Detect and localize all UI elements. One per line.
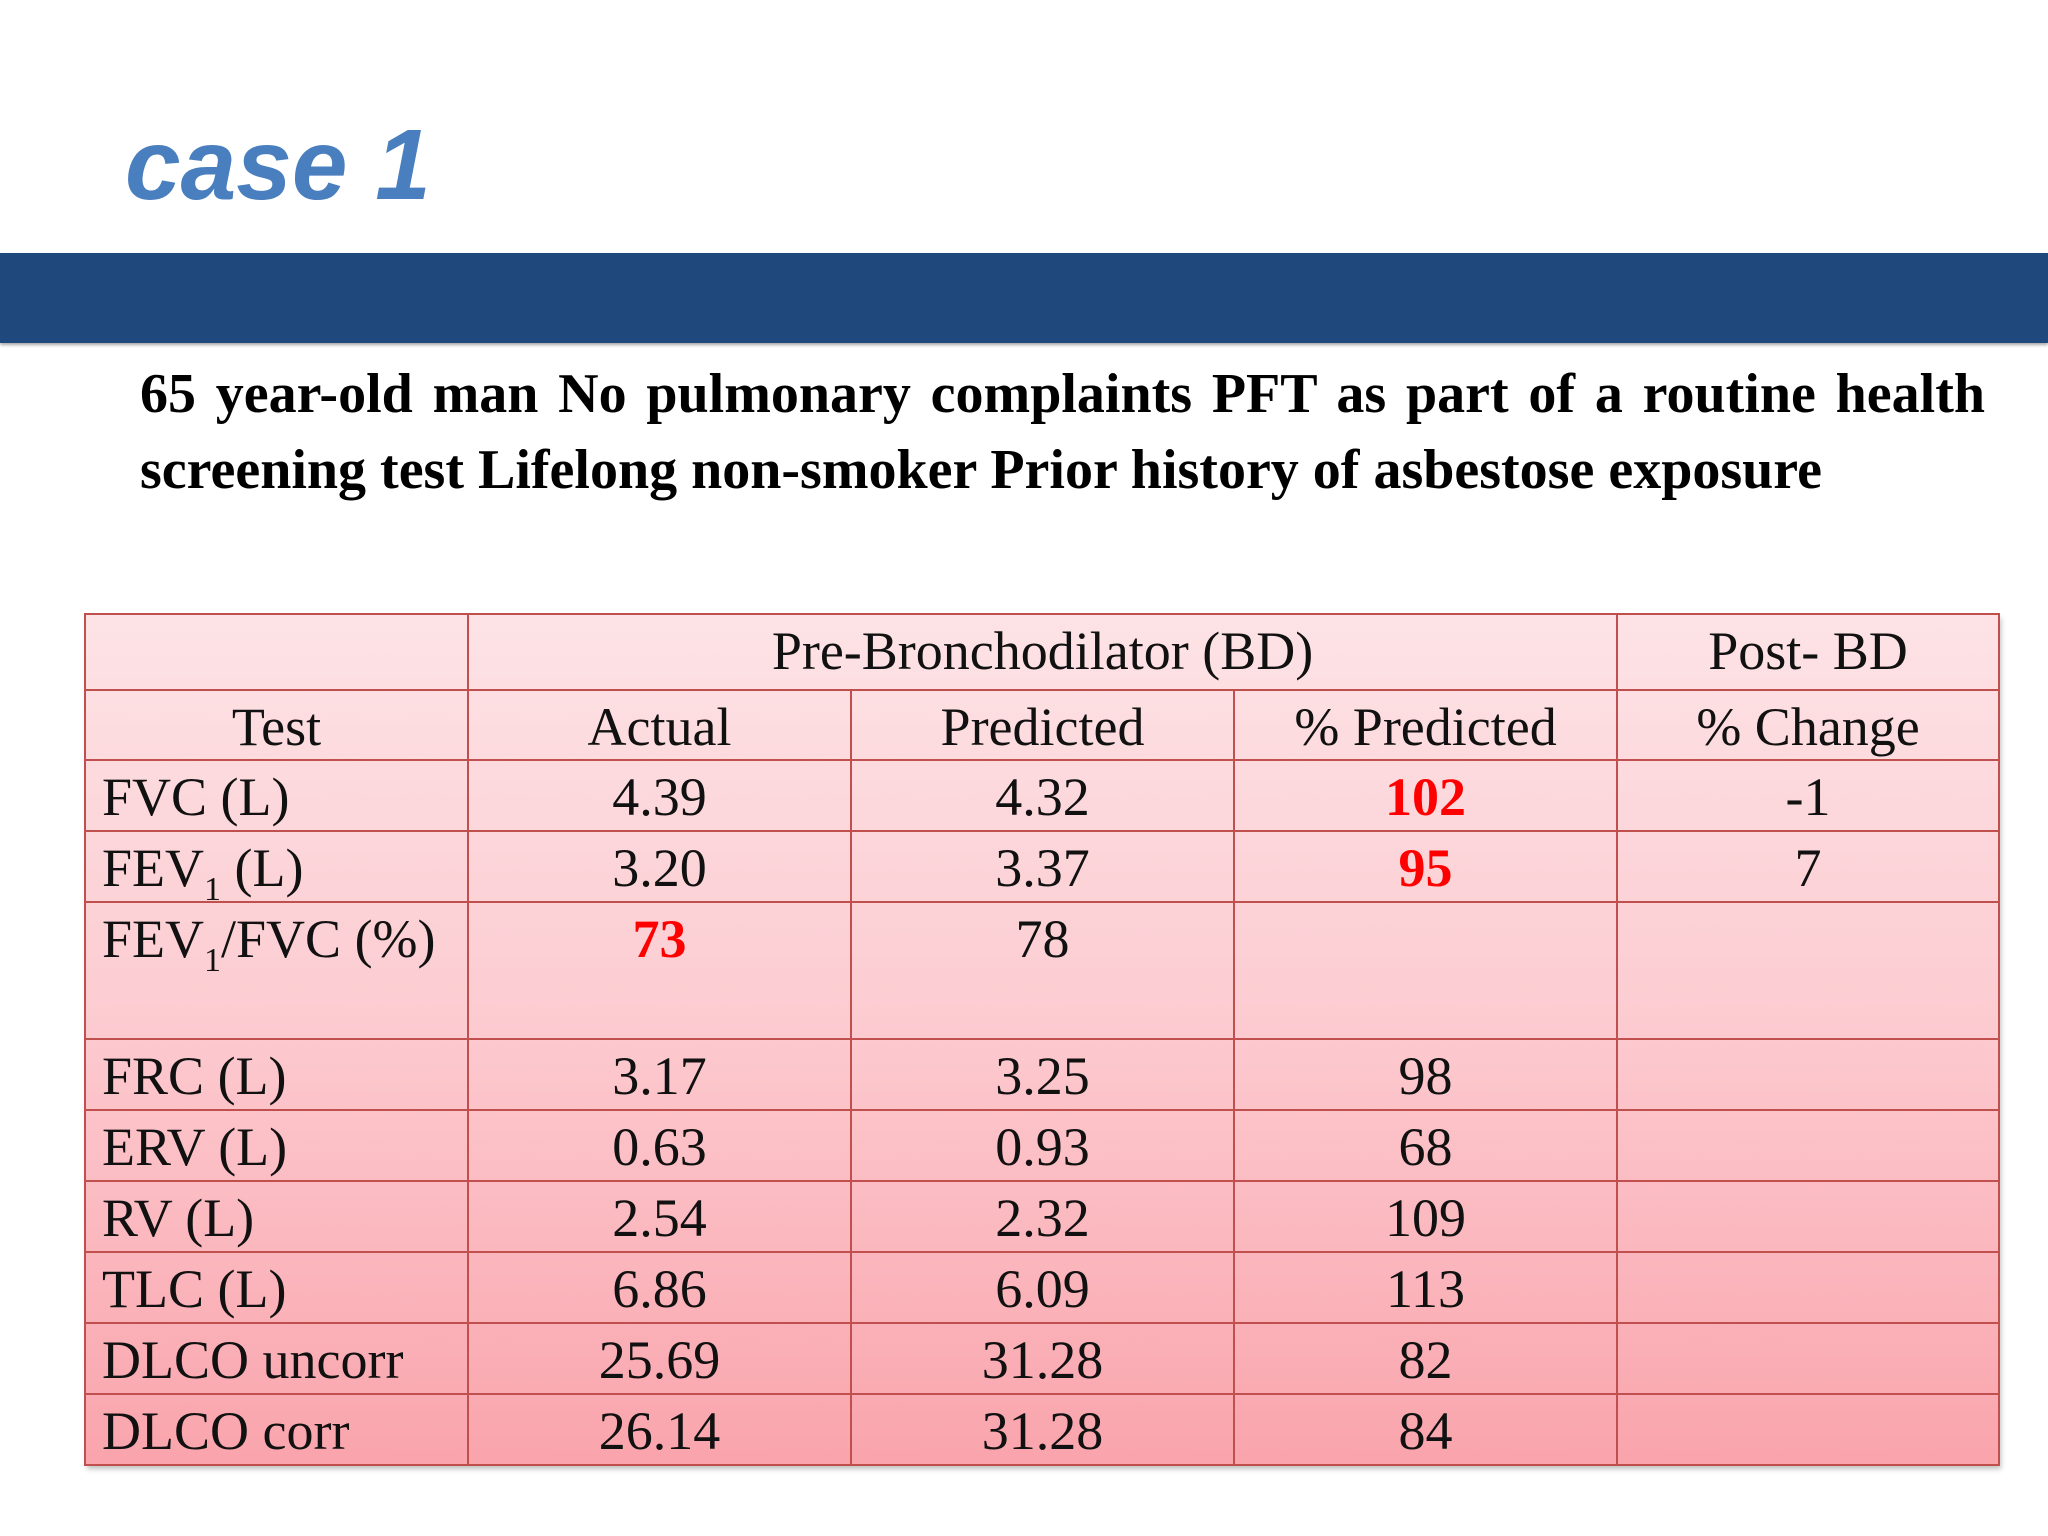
column-header-row: Test Actual Predicted % Predicted % Chan…: [84, 689, 2001, 761]
pft-table-container: Pre-Bronchodilator (BD) Post- BD Test Ac…: [84, 613, 2001, 1466]
test-name-rest: /FVC (%): [221, 909, 436, 969]
test-name-subscript: 1: [204, 942, 222, 979]
test-name-cell: RV (L): [84, 1180, 469, 1253]
actual-cell: 25.69: [467, 1322, 852, 1395]
test-name-cell: DLCO uncorr: [84, 1322, 469, 1395]
predicted-cell: 0.93: [850, 1109, 1235, 1182]
actual-cell: 3.20: [467, 830, 852, 903]
predicted-cell: 6.09: [850, 1251, 1235, 1324]
predicted-cell: 3.37: [850, 830, 1235, 903]
test-name-main: FEV: [102, 838, 205, 898]
table-row-rv: RV (L) 2.54 2.32 109: [84, 1180, 2001, 1253]
test-name-cell: ERV (L): [84, 1109, 469, 1182]
test-name-main: FEV: [102, 909, 205, 969]
post-bd-group-header: Post- BD: [1616, 613, 2001, 691]
test-name-cell: TLC (L): [84, 1251, 469, 1324]
test-name-cell: DLCO corr: [84, 1393, 469, 1466]
table-row-frc: FRC (L) 3.17 3.25 98: [84, 1038, 2001, 1111]
pct-predicted-cell: 109: [1232, 1180, 1619, 1253]
predicted-cell: 78: [850, 901, 1235, 1040]
header-empty-cell: [84, 613, 469, 691]
predicted-cell: 3.25: [850, 1038, 1235, 1111]
pct-predicted-cell: 82: [1232, 1322, 1619, 1395]
actual-cell: 26.14: [467, 1393, 852, 1466]
pct-change-cell: 7: [1616, 830, 2001, 903]
test-name-cell: FEV1 (L): [84, 830, 469, 903]
predicted-column-header: Predicted: [850, 689, 1235, 761]
case-description: 65 year-old man No pulmonary complaints …: [140, 363, 1985, 501]
title-divider-bar: [0, 253, 2048, 343]
pct-predicted-cell-highlighted: 95: [1232, 830, 1619, 903]
slide-title: case 1: [125, 109, 431, 221]
test-name-cell: FEV1/FVC (%): [84, 901, 469, 1040]
predicted-cell: 2.32: [850, 1180, 1235, 1253]
actual-cell: 2.54: [467, 1180, 852, 1253]
pct-predicted-cell: [1232, 901, 1619, 1040]
pct-change-cell: [1616, 1393, 2001, 1466]
pct-change-column-header: % Change: [1616, 689, 2001, 761]
table-row-dlco-uncorr: DLCO uncorr 25.69 31.28 82: [84, 1322, 2001, 1395]
actual-cell: 6.86: [467, 1251, 852, 1324]
table-row-tlc: TLC (L) 6.86 6.09 113: [84, 1251, 2001, 1324]
test-name-cell: FRC (L): [84, 1038, 469, 1111]
actual-column-header: Actual: [467, 689, 852, 761]
table-row-fev1: FEV1 (L) 3.20 3.37 95 7: [84, 830, 2001, 903]
pct-predicted-cell: 98: [1232, 1038, 1619, 1111]
group-header-row: Pre-Bronchodilator (BD) Post- BD: [84, 613, 2001, 691]
pct-predicted-cell: 84: [1232, 1393, 1619, 1466]
table-row-dlco-corr: DLCO corr 26.14 31.28 84: [84, 1393, 2001, 1466]
pct-change-cell: [1616, 901, 2001, 1040]
test-name-subscript: 1: [204, 871, 222, 902]
actual-cell: 3.17: [467, 1038, 852, 1111]
predicted-cell: 31.28: [850, 1393, 1235, 1466]
pct-predicted-cell: 113: [1232, 1251, 1619, 1324]
pct-change-cell: -1: [1616, 759, 2001, 832]
test-name-cell: FVC (L): [84, 759, 469, 832]
pct-change-cell: [1616, 1038, 2001, 1111]
test-name-rest: (L): [221, 838, 304, 898]
table-row-fvc: FVC (L) 4.39 4.32 102 -1: [84, 759, 2001, 832]
pct-change-cell: [1616, 1251, 2001, 1324]
actual-cell: 4.39: [467, 759, 852, 832]
pct-change-cell: [1616, 1180, 2001, 1253]
actual-cell: 0.63: [467, 1109, 852, 1182]
predicted-cell: 4.32: [850, 759, 1235, 832]
pft-results-table: Pre-Bronchodilator (BD) Post- BD Test Ac…: [84, 613, 2001, 1466]
predicted-cell: 31.28: [850, 1322, 1235, 1395]
pct-change-cell: [1616, 1322, 2001, 1395]
table-row-erv: ERV (L) 0.63 0.93 68: [84, 1109, 2001, 1182]
table-row-fev1-fvc: FEV1/FVC (%) 73 78: [84, 901, 2001, 1040]
actual-cell-highlighted: 73: [467, 901, 852, 1040]
pct-predicted-cell: 68: [1232, 1109, 1619, 1182]
pct-predicted-cell-highlighted: 102: [1232, 759, 1619, 832]
pct-predicted-column-header: % Predicted: [1232, 689, 1619, 761]
pct-change-cell: [1616, 1109, 2001, 1182]
pre-bd-group-header: Pre-Bronchodilator (BD): [466, 613, 1619, 691]
test-column-header: Test: [84, 689, 469, 761]
